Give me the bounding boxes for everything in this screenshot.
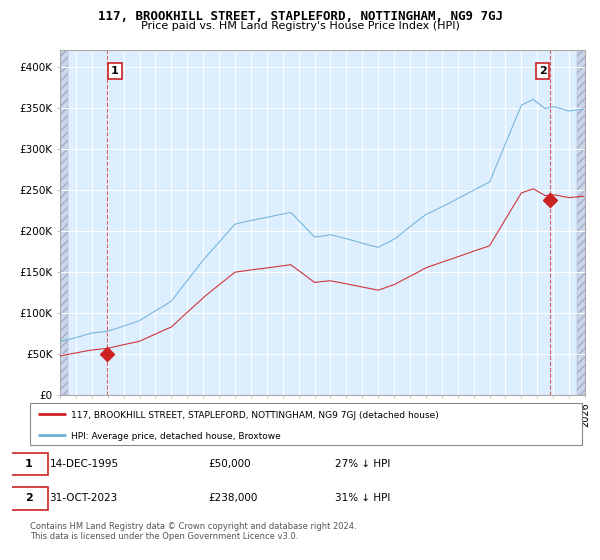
FancyBboxPatch shape bbox=[9, 487, 48, 510]
Text: 27% ↓ HPI: 27% ↓ HPI bbox=[335, 459, 390, 469]
Text: 1: 1 bbox=[25, 459, 32, 469]
Bar bbox=[60, 50, 68, 395]
Text: 117, BROOKHILL STREET, STAPLEFORD, NOTTINGHAM, NG9 7GJ: 117, BROOKHILL STREET, STAPLEFORD, NOTTI… bbox=[97, 10, 503, 22]
Text: HPI: Average price, detached house, Broxtowe: HPI: Average price, detached house, Brox… bbox=[71, 432, 281, 441]
Text: 31-OCT-2023: 31-OCT-2023 bbox=[49, 493, 118, 503]
Text: 2: 2 bbox=[539, 66, 547, 76]
Text: 14-DEC-1995: 14-DEC-1995 bbox=[49, 459, 119, 469]
FancyBboxPatch shape bbox=[9, 453, 48, 475]
Text: £50,000: £50,000 bbox=[208, 459, 250, 469]
FancyBboxPatch shape bbox=[30, 403, 582, 445]
Text: £238,000: £238,000 bbox=[208, 493, 257, 503]
Text: 31% ↓ HPI: 31% ↓ HPI bbox=[335, 493, 390, 503]
Text: Price paid vs. HM Land Registry's House Price Index (HPI): Price paid vs. HM Land Registry's House … bbox=[140, 21, 460, 31]
Text: Contains HM Land Registry data © Crown copyright and database right 2024.
This d: Contains HM Land Registry data © Crown c… bbox=[30, 522, 356, 542]
Text: 1: 1 bbox=[111, 66, 119, 76]
Text: 117, BROOKHILL STREET, STAPLEFORD, NOTTINGHAM, NG9 7GJ (detached house): 117, BROOKHILL STREET, STAPLEFORD, NOTTI… bbox=[71, 411, 439, 420]
Text: 2: 2 bbox=[25, 493, 32, 503]
Bar bbox=[577, 50, 593, 395]
